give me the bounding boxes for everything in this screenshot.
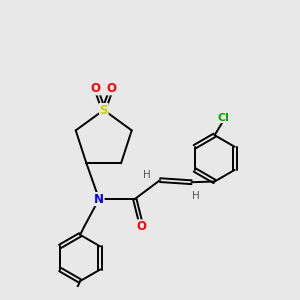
Text: S: S [100,103,108,116]
Text: H: H [192,191,200,201]
Text: Cl: Cl [218,112,230,122]
Text: O: O [91,82,101,95]
Text: O: O [136,220,146,233]
Text: O: O [106,82,117,95]
Text: H: H [143,170,150,180]
Text: N: N [94,193,104,206]
